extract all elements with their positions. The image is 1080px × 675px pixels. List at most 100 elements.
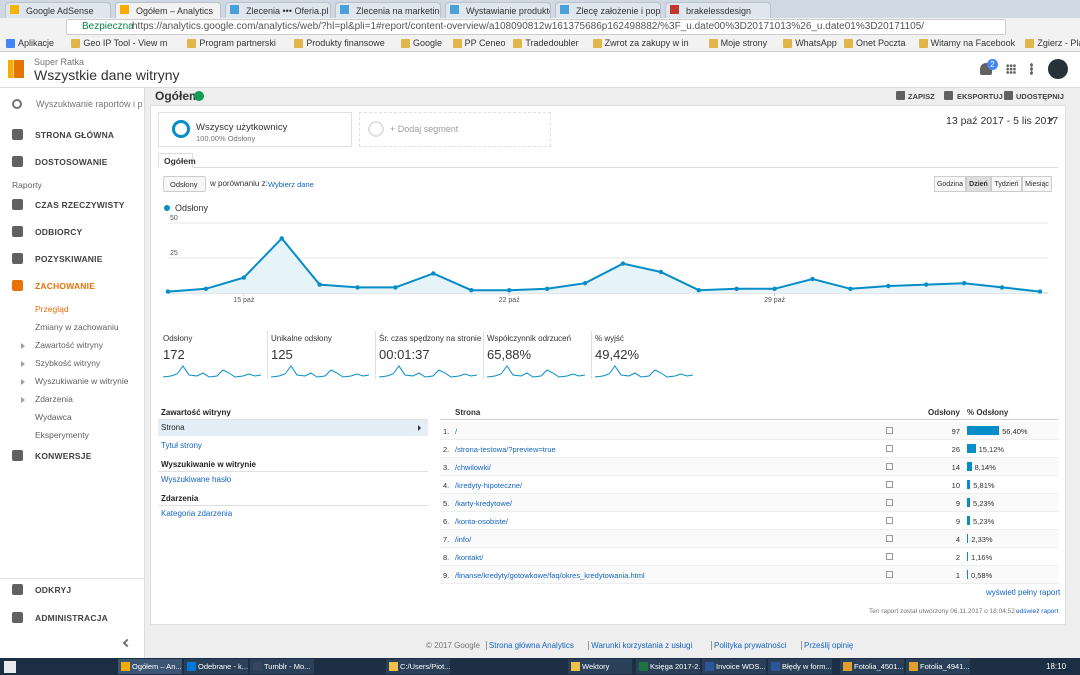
nav-item[interactable]: ADMINISTRACJA (35, 613, 108, 623)
row-page[interactable]: /kontakt/ (455, 553, 484, 562)
bookmark[interactable]: WhatsApp (795, 38, 837, 48)
footer-link[interactable]: Polityka prywatności (714, 641, 787, 650)
taskbar-icon (187, 662, 196, 671)
nav-subitem[interactable]: Wyszukiwanie w witrynie (35, 376, 129, 386)
granularity-button[interactable]: Godzina (934, 176, 966, 192)
taskbar-icon (909, 662, 918, 671)
bookmark[interactable]: PP Ceneo (464, 38, 506, 48)
scorecard-label: Unikalne odsłony (271, 334, 332, 343)
report-action[interactable]: UDOSTĘPNIJ (1016, 92, 1064, 101)
footer-link[interactable]: Prześlij opinię (804, 641, 854, 650)
apps-icon[interactable] (1006, 64, 1016, 74)
more-icon[interactable] (1030, 63, 1033, 75)
bookmark[interactable]: Geo IP Tool - View m (83, 38, 168, 48)
nav-item[interactable]: ZACHOWANIE (35, 281, 96, 291)
scorecard-value: 49,42% (595, 347, 640, 362)
bookmark[interactable]: Tradedoubler (525, 38, 579, 48)
point (431, 271, 436, 276)
nav-item[interactable]: ODKRYJ (35, 585, 72, 595)
bookmark[interactable]: Zgierz - Plac Jana Pa (1037, 38, 1080, 48)
add-segment-box[interactable] (359, 112, 551, 147)
row-page[interactable]: /chwilowki/ (455, 463, 491, 472)
bookmark[interactable]: Google (413, 38, 443, 48)
nav-item[interactable]: STRONA GŁÓWNA (35, 130, 115, 140)
row-page[interactable]: /finanse/kredyty/gotowkowe/faq/okres_kre… (455, 571, 645, 580)
bookmark[interactable]: Moje strony (720, 38, 768, 48)
footer-sep (711, 641, 712, 650)
bookmark[interactable]: Produkty finansowe (306, 38, 385, 48)
nav-link[interactable]: Tytuł strony (161, 441, 202, 450)
browser-tab[interactable]: Zlecenia na marketing i (335, 2, 441, 18)
nav-link[interactable]: Strona (161, 423, 185, 432)
bookmark[interactable]: Program partnerski (199, 38, 276, 48)
nav-item[interactable]: DOSTOSOWANIE (35, 157, 108, 167)
taskbar-item[interactable]: Fotolia_4501... (840, 659, 904, 674)
taskbar-item[interactable]: Invoice WDS... (702, 659, 766, 674)
row-page[interactable]: /strona-testowa/?preview=true (455, 445, 556, 454)
taskbar-item[interactable]: C:/Users/Piot... (386, 659, 450, 674)
footer-link[interactable]: Warunki korzystania z usługi (591, 641, 693, 650)
bookmark[interactable]: Onet Poczta (856, 38, 906, 48)
avatar[interactable] (1048, 59, 1068, 79)
taskbar-item[interactable]: Fotolia_4941... (906, 659, 970, 674)
date-range[interactable]: 13 paź 2017 - 5 lis 2017 (946, 115, 1059, 127)
nav-item[interactable]: CZAS RZECZYWISTY (35, 200, 125, 210)
bookmark[interactable]: Witamy na Facebook (930, 38, 1016, 48)
nav-subitem[interactable]: Eksperymenty (35, 430, 89, 440)
report-tab[interactable]: Ogółem (158, 153, 196, 168)
bookmark[interactable]: Zwrot za zakupy w in (604, 38, 689, 48)
taskbar-item[interactable]: Błędy w form... (768, 659, 832, 674)
nav-subitem[interactable]: Zawartość witryny (35, 340, 104, 350)
granularity-button[interactable]: Dzień (966, 176, 991, 192)
row-page[interactable]: /karty-kredytowe/ (455, 499, 513, 508)
row-page[interactable]: / (455, 427, 458, 436)
property-name[interactable]: Wszystkie dane witryny (34, 67, 180, 83)
search-box[interactable]: Wyszukiwanie raportów i p (36, 99, 143, 109)
segment-box[interactable] (158, 112, 352, 147)
row-page[interactable]: /konta-osobiste/ (455, 517, 508, 526)
bookmark-icon (918, 39, 928, 48)
tab-icon (230, 5, 239, 14)
sparkline-path (487, 365, 586, 378)
nav-link[interactable]: Kategoria zdarzenia (161, 509, 233, 518)
nav-subitem[interactable]: Zmiany w zachowaniu (35, 322, 119, 332)
browser-tab[interactable]: Google AdSense (5, 2, 111, 18)
taskbar-item[interactable]: Ogółem – An... (118, 659, 182, 674)
address-bar[interactable] (66, 19, 1006, 35)
granularity-button[interactable]: Miesiąc (1022, 176, 1052, 192)
metric-select[interactable]: Odsłony (163, 176, 206, 192)
report-action[interactable]: ZAPISZ (908, 92, 935, 101)
full-report-link[interactable]: wyświetl pełny raport (986, 588, 1061, 597)
taskbar-item[interactable]: Odebrane - k... (184, 659, 248, 674)
security-label: Bezpieczna (82, 21, 134, 32)
nav-item[interactable]: KONWERSJE (35, 451, 92, 461)
taskbar-item[interactable]: Tumblr - Mo... (250, 659, 314, 674)
browser-tab[interactable]: Zlecenia ••• Oferia.pl (225, 2, 331, 18)
nav-subitem[interactable]: Zdarzenia (35, 394, 73, 404)
browser-tab[interactable]: brakelessdesign (665, 2, 771, 18)
compare-link[interactable]: Wybierz dane (268, 180, 314, 189)
footer-link[interactable]: Strona główna Analytics (488, 641, 574, 650)
nav-subitem[interactable]: Przegląd (35, 304, 69, 314)
browser-tab[interactable]: Zlecę założenie i popro (555, 2, 661, 18)
scorecard-value: 00:01:37 (379, 347, 430, 362)
nav-icon (12, 450, 23, 461)
nav-item[interactable]: ODBIORCY (35, 227, 83, 237)
taskbar-item[interactable]: Wektory (568, 659, 632, 674)
bookmark[interactable]: Aplikacje (18, 38, 55, 48)
row-page[interactable]: /info/ (455, 535, 472, 544)
granularity-button[interactable]: Tydzień (991, 176, 1022, 192)
nav-link[interactable]: Wyszukiwane hasło (161, 475, 232, 484)
nav-item[interactable]: POZYSKIWANIE (35, 254, 103, 264)
nav-subitem[interactable]: Szybkość witryny (35, 358, 101, 368)
taskbar-icon (253, 662, 262, 671)
start-button[interactable] (4, 661, 16, 673)
row-page[interactable]: /kredyty-hipoteczne/ (455, 481, 523, 490)
taskbar-item[interactable]: Księga 2017-2... (636, 659, 700, 674)
nav-subitem[interactable]: Wydawca (35, 412, 72, 422)
browser-tab[interactable]: Wystawianie produktów (445, 2, 551, 18)
browser-tab[interactable]: Ogółem – Analytics (115, 2, 221, 18)
nav-icon (12, 226, 23, 237)
report-action[interactable]: EKSPORTUJ (957, 92, 1003, 101)
refresh-link[interactable]: odśwież raport (1016, 608, 1059, 615)
